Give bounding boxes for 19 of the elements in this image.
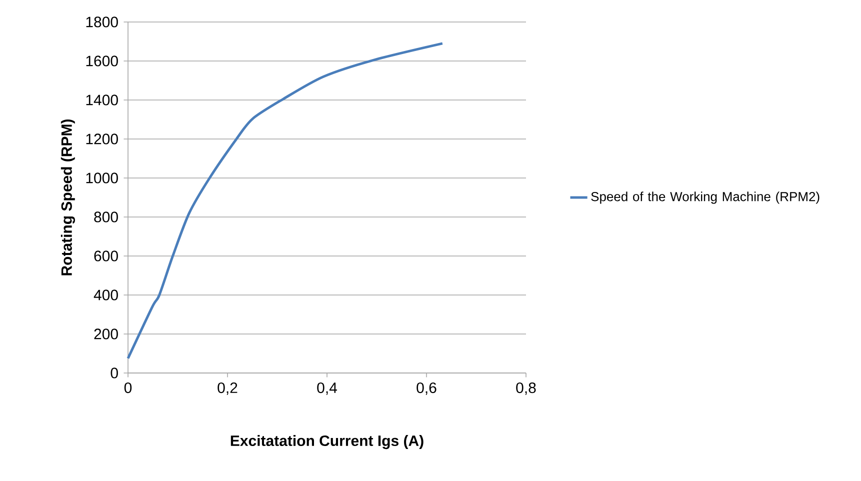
x-tick-label: 0,8 bbox=[516, 382, 536, 395]
legend-label: Speed of the Working Machine (RPM2) bbox=[591, 192, 820, 204]
x-tick-label: 0,4 bbox=[317, 382, 337, 395]
x-tick-label: 0,6 bbox=[416, 382, 436, 395]
y-tick-label: 0 bbox=[110, 368, 118, 378]
y-tick-label: 200 bbox=[94, 328, 118, 340]
y-axis-title: Rotating Speed (RPM) bbox=[60, 120, 75, 276]
x-tick-label: 0,2 bbox=[218, 382, 238, 395]
y-tick-label: 1000 bbox=[86, 172, 118, 184]
y-tick-label: 1400 bbox=[86, 94, 118, 106]
line-series bbox=[126, 42, 444, 360]
y-tick-label: 600 bbox=[94, 250, 118, 262]
y-tick-label: 800 bbox=[94, 212, 118, 222]
y-tick-label: 1600 bbox=[86, 56, 118, 66]
x-tick-label: 0 bbox=[124, 382, 132, 394]
y-tick-label: 1200 bbox=[86, 134, 118, 144]
y-tick-label: 1800 bbox=[86, 16, 118, 28]
y-tick-label: 400 bbox=[94, 290, 118, 300]
x-axis-title: Excitatation Current Igs (A) bbox=[230, 435, 424, 450]
